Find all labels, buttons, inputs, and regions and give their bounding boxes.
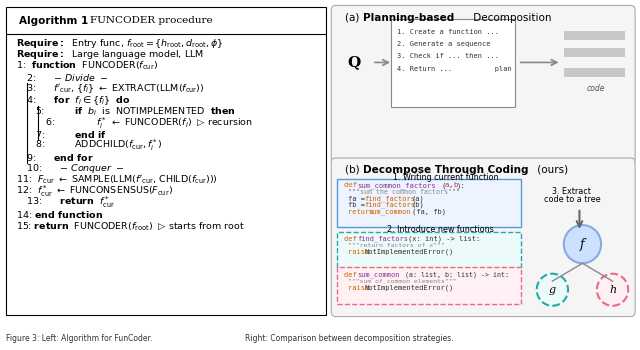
Text: sum_common: sum_common [358,272,400,278]
Text: (fa, fb): (fa, fb) [412,208,446,215]
Text: find_factors: find_factors [358,236,408,242]
Text: 15: $\mathbf{return}$  FUNCODER$(f_\mathrm{root})$  $\triangleright$ starts from: 15: $\mathbf{return}$ FUNCODER$(f_\mathr… [16,220,244,232]
Text: 9:      $\mathbf{end\ for}$: 9: $\mathbf{end\ for}$ [26,152,93,163]
Text: 4:      $\mathbf{for}$  $f_i \in \{f_i\}$  $\mathbf{do}$: 4: $\mathbf{for}$ $f_i \in \{f_i\}$ $\ma… [26,94,131,107]
Circle shape [597,274,628,306]
Text: 1:  $\mathbf{function}$  FUNCODER$(f_\mathrm{cur})$: 1: $\mathbf{function}$ FUNCODER$(f_\math… [16,60,158,72]
Text: 3:      $f'_\mathrm{cur}$, $\{f_i\}$ $\leftarrow$ EXTRACT(LLM$(f_\mathrm{cur})$): 3: $f'_\mathrm{cur}$, $\{f_i\}$ $\leftar… [26,83,204,95]
Text: sum_common_factors: sum_common_factors [358,182,436,189]
FancyBboxPatch shape [332,158,635,316]
FancyBboxPatch shape [337,267,521,303]
FancyBboxPatch shape [564,31,625,40]
Text: (b): (b) [345,164,363,175]
Text: ):: ): [457,182,466,189]
Text: 13:      $\mathbf{return}$  $f^*_\mathrm{cur}$: 13: $\mathbf{return}$ $f^*_\mathrm{cur}$ [26,195,115,210]
Text: (x: int) -> list:: (x: int) -> list: [408,236,480,242]
Text: raise: raise [348,249,373,255]
Text: Algorithm 1: Algorithm 1 [19,15,92,26]
Text: Q: Q [348,55,361,69]
Text: def: def [344,182,362,188]
Text: 2. Introduce new functions: 2. Introduce new functions [387,225,493,234]
Text: (a: list, b: list) -> int:: (a: list, b: list) -> int: [405,271,509,278]
Text: 6:              $f_i^*$ $\leftarrow$ FUNCODER$(f_i)$  $\triangleright$ recursion: 6: $f_i^*$ $\leftarrow$ FUNCODER$(f_i)$ … [45,116,253,131]
Text: 10:      $-\ \mathit{Conquer}\ -$: 10: $-\ \mathit{Conquer}\ -$ [26,162,124,175]
Text: """sum of common elements""": """sum of common elements""" [348,279,456,284]
Text: a: a [444,182,449,188]
Text: 3. Extract: 3. Extract [552,187,591,196]
Text: 2. Generate a sequence: 2. Generate a sequence [397,41,491,47]
Text: 4. Return ...          plan: 4. Return ... plan [397,65,512,72]
Text: (b): (b) [411,202,424,208]
FancyBboxPatch shape [564,68,625,77]
Text: ,: , [449,182,458,188]
FancyBboxPatch shape [564,48,625,57]
FancyBboxPatch shape [392,19,515,107]
Text: def: def [344,236,361,242]
Text: find_factors: find_factors [364,195,415,202]
Text: """sum the common factors""": """sum the common factors""" [348,189,460,195]
Text: 11:  $F_\mathrm{cur}$ $\leftarrow$ SAMPLE(LLM$(f'_\mathrm{cur}$, CHILD$(f_\mathr: 11: $F_\mathrm{cur}$ $\leftarrow$ SAMPLE… [16,174,218,186]
Text: fb =: fb = [348,202,369,208]
Text: NotImplementedError(): NotImplementedError() [365,249,454,256]
Text: FUNCODER procedure: FUNCODER procedure [90,16,212,25]
Text: (: ( [441,182,445,189]
Circle shape [537,274,568,306]
FancyBboxPatch shape [337,232,521,268]
Text: (a): (a) [345,13,362,23]
Text: raise: raise [348,285,373,291]
Text: $\mathbf{Require:}$  Entry func, $f_\mathrm{root} = \{h_\mathrm{root}, d_\mathrm: $\mathbf{Require:}$ Entry func, $f_\math… [16,37,223,50]
FancyBboxPatch shape [337,178,521,227]
Text: find_factors: find_factors [364,202,415,208]
Text: b: b [453,182,458,188]
Text: (ours): (ours) [534,164,568,175]
FancyBboxPatch shape [6,7,326,315]
Text: 14: $\mathbf{end\ function}$: 14: $\mathbf{end\ function}$ [16,209,103,220]
Text: 8:          ADDCHILD$(f_\mathrm{cur}, f_i^*)$: 8: ADDCHILD$(f_\mathrm{cur}, f_i^*)$ [35,138,163,154]
Text: 3. Check if ... then ...: 3. Check if ... then ... [397,53,499,59]
Circle shape [564,225,601,263]
Text: $\mathbf{Require:}$  Large language model, LLM: $\mathbf{Require:}$ Large language model… [16,48,204,61]
Text: 12:  $f^*_\mathrm{cur}$ $\leftarrow$ FUNCONSENSUS$(F_\mathrm{cur})$: 12: $f^*_\mathrm{cur}$ $\leftarrow$ FUNC… [16,184,173,199]
Text: code: code [587,84,605,93]
Text: code to a tree: code to a tree [543,195,600,204]
Text: Figure 3: Left: Algorithm for FunCoder.                                       Ri: Figure 3: Left: Algorithm for FunCoder. … [6,334,454,343]
Text: (a): (a) [411,195,424,202]
Text: Planning-based: Planning-based [363,13,454,23]
Text: 1. Writing current function: 1. Writing current function [393,173,499,182]
Text: Decomposition: Decomposition [470,13,551,23]
Text: 2:      $-\ \mathit{Divide}\ -$: 2: $-\ \mathit{Divide}\ -$ [26,72,108,83]
Text: f: f [580,238,585,251]
Text: NotImplementedError(): NotImplementedError() [365,285,454,291]
Text: return: return [348,209,378,215]
Text: 1. Create a function ...: 1. Create a function ... [397,29,499,35]
Text: Decompose Through Coding: Decompose Through Coding [363,164,529,175]
FancyBboxPatch shape [332,6,635,164]
Text: 7:          $\mathbf{end\ if}$: 7: $\mathbf{end\ if}$ [35,129,107,140]
Text: g: g [549,285,556,295]
Text: fa =: fa = [348,196,369,202]
Text: sum_common: sum_common [368,209,411,215]
Text: def: def [344,272,361,278]
Text: h: h [609,285,616,295]
Text: """return factors of x""": """return factors of x""" [348,243,445,248]
Text: 5:          $\mathbf{if}$  $b_i$  is  NOTIMPLEMENTED  $\mathbf{then}$: 5: $\mathbf{if}$ $b_i$ is NOTIMPLEMENTED… [35,105,236,118]
